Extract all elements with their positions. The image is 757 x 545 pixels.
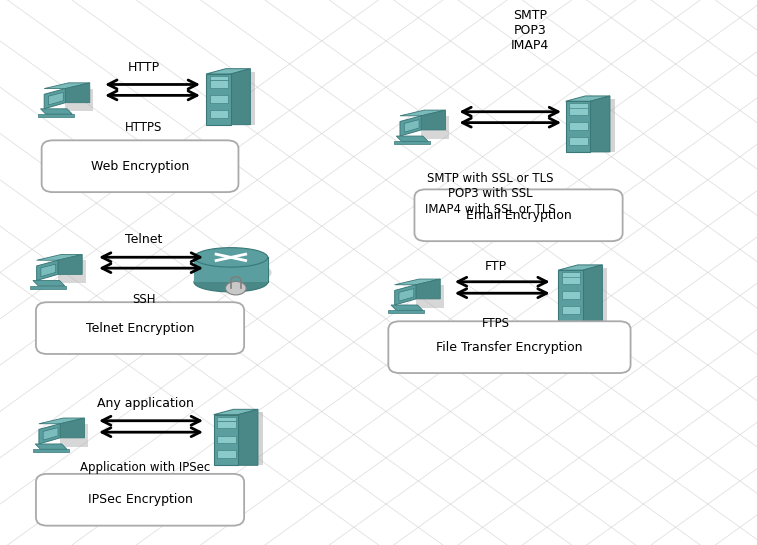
- Polygon shape: [58, 255, 83, 274]
- Polygon shape: [394, 279, 441, 284]
- Polygon shape: [562, 291, 580, 299]
- Ellipse shape: [226, 281, 246, 295]
- Ellipse shape: [194, 272, 268, 292]
- Polygon shape: [590, 96, 610, 152]
- FancyBboxPatch shape: [42, 141, 238, 192]
- Text: Telnet: Telnet: [125, 233, 163, 246]
- Polygon shape: [562, 276, 580, 284]
- Polygon shape: [217, 417, 236, 421]
- Polygon shape: [569, 137, 587, 145]
- Polygon shape: [206, 74, 231, 125]
- Polygon shape: [562, 306, 580, 314]
- Polygon shape: [36, 261, 58, 281]
- Polygon shape: [394, 141, 430, 144]
- Polygon shape: [394, 284, 416, 305]
- Polygon shape: [234, 412, 263, 465]
- Polygon shape: [35, 444, 67, 449]
- Polygon shape: [226, 71, 255, 125]
- Polygon shape: [583, 265, 603, 321]
- Polygon shape: [400, 116, 421, 136]
- Text: SMTP with SSL or TLS
POP3 with SSL
IMAP4 with SSL or TLS: SMTP with SSL or TLS POP3 with SSL IMAP4…: [425, 172, 556, 216]
- Text: HTTP: HTTP: [128, 60, 160, 74]
- FancyBboxPatch shape: [388, 321, 631, 373]
- Polygon shape: [416, 279, 441, 299]
- Polygon shape: [213, 415, 238, 465]
- Polygon shape: [569, 107, 587, 115]
- Polygon shape: [421, 116, 450, 138]
- Text: IPSec Encryption: IPSec Encryption: [88, 493, 192, 506]
- Polygon shape: [65, 89, 94, 111]
- Polygon shape: [558, 270, 583, 321]
- Polygon shape: [41, 264, 56, 277]
- Polygon shape: [30, 286, 67, 289]
- Polygon shape: [41, 109, 72, 114]
- Polygon shape: [569, 122, 587, 130]
- Polygon shape: [194, 257, 268, 282]
- FancyBboxPatch shape: [36, 474, 244, 525]
- Polygon shape: [217, 435, 236, 443]
- Polygon shape: [565, 101, 590, 152]
- Text: Web Encryption: Web Encryption: [91, 160, 189, 173]
- Polygon shape: [399, 289, 414, 301]
- Polygon shape: [33, 281, 65, 286]
- Text: FTP: FTP: [484, 259, 507, 272]
- Polygon shape: [206, 69, 251, 74]
- Polygon shape: [65, 83, 90, 102]
- Text: SMTP
POP3
IMAP4: SMTP POP3 IMAP4: [511, 9, 549, 52]
- Polygon shape: [36, 255, 83, 261]
- Polygon shape: [210, 110, 229, 118]
- Text: SSH: SSH: [132, 293, 156, 306]
- Polygon shape: [569, 104, 587, 107]
- Polygon shape: [39, 418, 85, 424]
- Polygon shape: [44, 83, 90, 89]
- Polygon shape: [558, 265, 603, 270]
- Text: Application with IPSec: Application with IPSec: [80, 461, 210, 474]
- Polygon shape: [391, 305, 422, 310]
- Polygon shape: [388, 310, 425, 313]
- Polygon shape: [397, 136, 428, 141]
- Polygon shape: [210, 76, 229, 81]
- Text: Email Encryption: Email Encryption: [466, 209, 572, 222]
- Text: Telnet Encryption: Telnet Encryption: [86, 322, 195, 335]
- Polygon shape: [231, 69, 251, 125]
- Polygon shape: [33, 449, 69, 452]
- Polygon shape: [213, 409, 258, 415]
- Text: File Transfer Encryption: File Transfer Encryption: [436, 341, 583, 354]
- Polygon shape: [38, 114, 74, 117]
- Polygon shape: [416, 284, 444, 307]
- FancyBboxPatch shape: [415, 189, 623, 241]
- Polygon shape: [562, 272, 580, 276]
- Text: HTTPS: HTTPS: [125, 121, 163, 134]
- Polygon shape: [238, 409, 258, 465]
- Polygon shape: [217, 450, 236, 458]
- Polygon shape: [44, 89, 65, 109]
- Text: FTPS: FTPS: [482, 317, 509, 330]
- Text: Any application: Any application: [97, 397, 194, 410]
- Polygon shape: [217, 421, 236, 428]
- Polygon shape: [421, 110, 446, 130]
- Polygon shape: [578, 268, 607, 321]
- FancyBboxPatch shape: [36, 302, 244, 354]
- Polygon shape: [210, 95, 229, 102]
- Polygon shape: [210, 80, 229, 88]
- Polygon shape: [586, 99, 615, 152]
- Polygon shape: [60, 424, 88, 447]
- Ellipse shape: [194, 247, 268, 267]
- Polygon shape: [404, 119, 419, 132]
- Ellipse shape: [198, 261, 272, 284]
- Polygon shape: [400, 110, 446, 116]
- Polygon shape: [39, 424, 60, 444]
- Polygon shape: [43, 427, 58, 440]
- Polygon shape: [60, 418, 85, 438]
- Polygon shape: [58, 261, 86, 283]
- Polygon shape: [565, 96, 610, 101]
- Polygon shape: [48, 93, 64, 105]
